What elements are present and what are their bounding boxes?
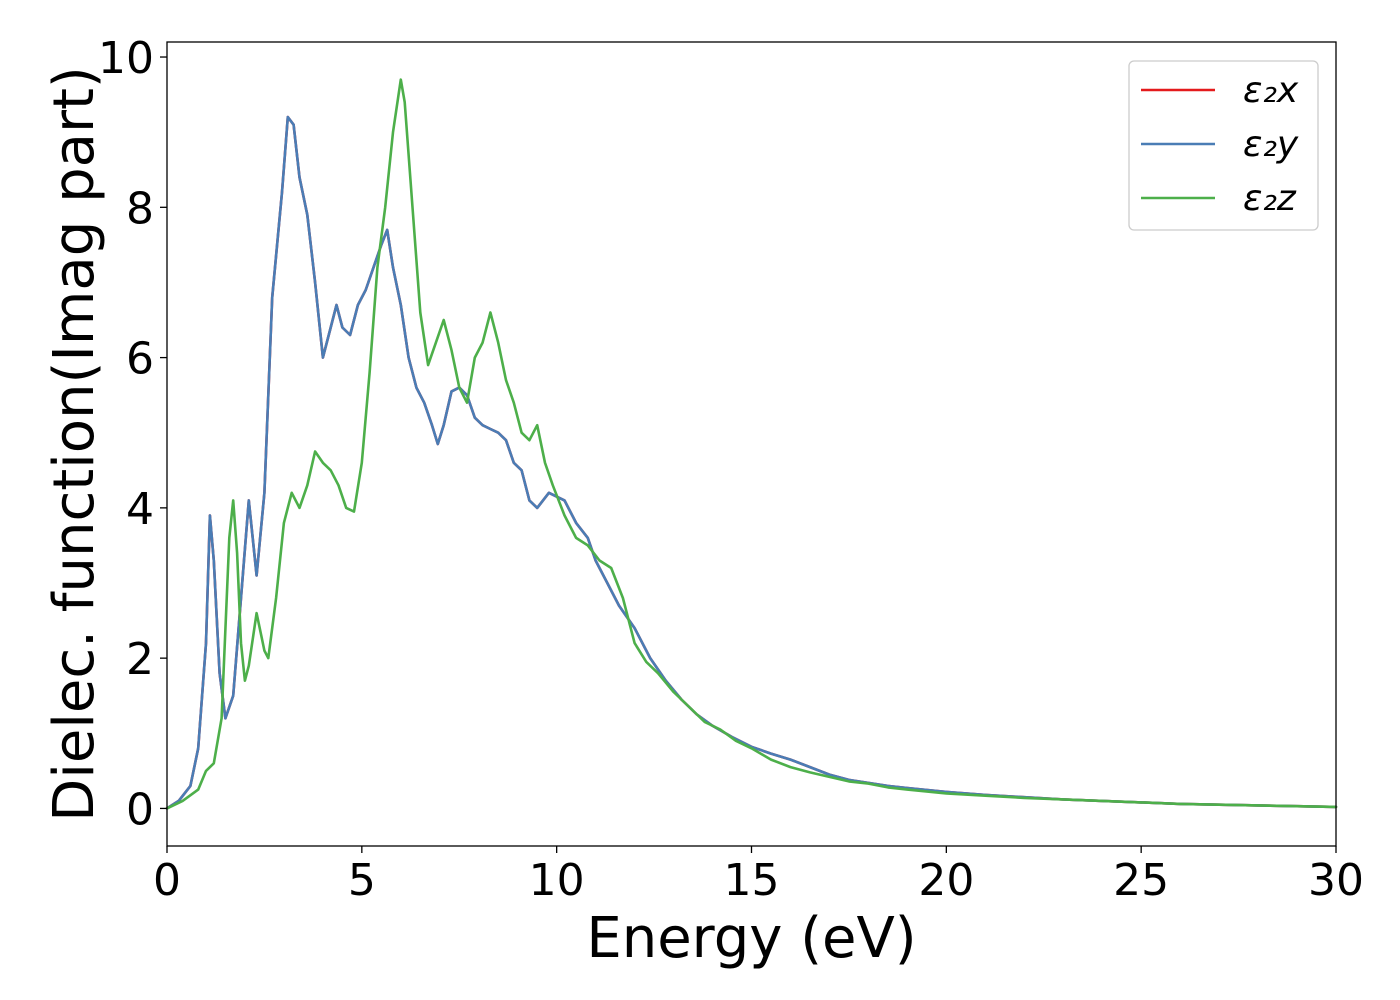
legend: ε₂x ε₂y ε₂z (1128, 60, 1319, 231)
series-layer (165, 78, 1338, 810)
x-axis-label: Energy (eV) (586, 906, 916, 971)
y-tick-label: 4 (126, 484, 154, 535)
x-tick-label: 20 (918, 855, 974, 906)
y-tick-label: 10 (98, 33, 154, 84)
y-tick-label: 0 (126, 784, 154, 835)
x-tick-label: 15 (724, 855, 780, 906)
legend-label-3: ε₂z (1243, 178, 1297, 219)
series-line-3 (165, 78, 1338, 810)
x-tick-label: 0 (153, 855, 181, 906)
legend-label-2: ε₂y (1243, 124, 1299, 165)
x-tick-label: 30 (1308, 855, 1364, 906)
y-axis-ticks: 0 2 4 6 8 10 (98, 33, 167, 835)
legend-items: ε₂x ε₂y ε₂z (1141, 70, 1299, 219)
y-tick-label: 2 (126, 634, 154, 685)
y-tick-label: 6 (126, 334, 154, 385)
x-tick-label: 5 (348, 855, 376, 906)
legend-label-1: ε₂x (1243, 70, 1299, 111)
x-axis-ticks: 0 5 10 15 20 25 30 (153, 846, 1364, 906)
legend-box (1128, 60, 1319, 231)
x-tick-label: 25 (1113, 855, 1169, 906)
y-tick-label: 8 (126, 183, 154, 234)
series-line-2 (165, 115, 1338, 810)
y-axis-label: Dielec. function(Imag part) (42, 66, 107, 822)
x-tick-label: 10 (529, 855, 585, 906)
